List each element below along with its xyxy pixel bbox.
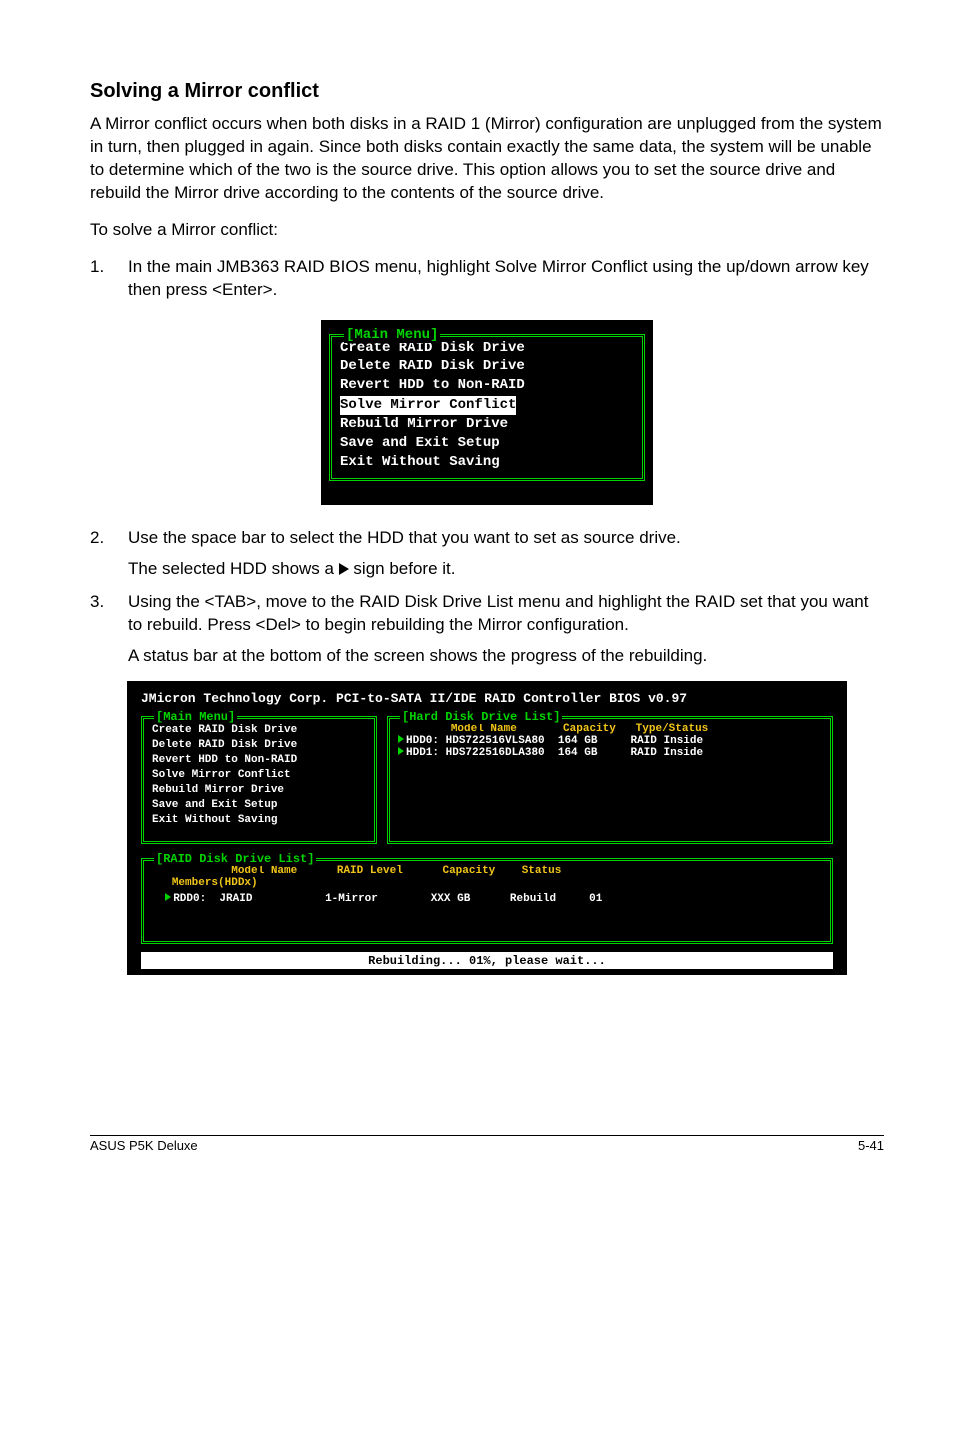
- step-2b-text: The selected HDD shows a sign before it.: [128, 558, 884, 581]
- bios-terminal: JMicron Technology Corp. PCI-to-SATA II/…: [127, 681, 847, 975]
- triangle-icon: [339, 563, 349, 575]
- to-solve-label: To solve a Mirror conflict:: [90, 219, 884, 242]
- step-2: 2. Use the space bar to select the HDD t…: [90, 527, 884, 581]
- menu-item[interactable]: Delete RAID Disk Drive: [340, 357, 634, 376]
- hdd-ts: RAID Inside: [630, 747, 703, 759]
- hdd-row[interactable]: HDD0: HDS722516VLSA80 164 GB RAID Inside: [398, 735, 822, 747]
- step-3: 3. Using the <TAB>, move to the RAID Dis…: [90, 591, 884, 668]
- col-capacity: Capacity: [442, 865, 495, 877]
- raid-level: 1-Mirror: [325, 893, 378, 905]
- menu-item-selected[interactable]: Solve Mirror Conflict: [340, 396, 516, 415]
- bios-main-menu-box: [Main Menu] Create RAID Disk Drive Delet…: [141, 716, 377, 844]
- progress-bar-text: Rebuilding... 01%, please wait...: [141, 952, 833, 969]
- hdd-list-box: [Hard Disk Drive List] Model Name Capaci…: [387, 716, 833, 844]
- menu-item[interactable]: Exit Without Saving: [152, 813, 366, 828]
- hdd-ts: RAID Inside: [630, 735, 703, 747]
- hdd-cap: 164 GB: [558, 735, 598, 747]
- bios-header: JMicron Technology Corp. PCI-to-SATA II/…: [141, 691, 833, 706]
- hdd-model: HDS722516VLSA80: [446, 735, 545, 747]
- hdd-id: HDD0:: [406, 735, 439, 747]
- menu-item[interactable]: Rebuild Mirror Drive: [152, 783, 366, 798]
- step-3a-text: Using the <TAB>, move to the RAID Disk D…: [128, 591, 884, 637]
- main-menu-box: [Main Menu] Create RAID Disk Drive Delet…: [329, 334, 645, 481]
- menu-item[interactable]: Solve Mirror Conflict: [152, 768, 366, 783]
- menu-item[interactable]: Revert HDD to Non-RAID: [340, 376, 634, 395]
- step-number: 3.: [90, 591, 104, 614]
- step-2b-post: sign before it.: [349, 559, 456, 578]
- hdd-list-title: [Hard Disk Drive List]: [400, 710, 562, 724]
- page-footer: ASUS P5K Deluxe 5-41: [90, 1135, 884, 1153]
- col-model-name: Model Name: [451, 723, 517, 735]
- main-menu-terminal: [Main Menu] Create RAID Disk Drive Delet…: [321, 320, 653, 505]
- menu-item[interactable]: Rebuild Mirror Drive: [340, 415, 634, 434]
- raid-list-box: [RAID Disk Drive List] Model Name RAID L…: [141, 858, 833, 944]
- menu-item[interactable]: Create RAID Disk Drive: [152, 723, 366, 738]
- step-number: 2.: [90, 527, 104, 550]
- menu-item[interactable]: Delete RAID Disk Drive: [152, 738, 366, 753]
- raid-id: RDD0:: [173, 893, 206, 905]
- menu-item[interactable]: Save and Exit Setup: [152, 798, 366, 813]
- raid-list-title: [RAID Disk Drive List]: [154, 852, 316, 866]
- step-1-text: In the main JMB363 RAID BIOS menu, highl…: [128, 257, 869, 299]
- triangle-icon: [398, 747, 404, 755]
- hdd-model: HDS722516DLA380: [446, 747, 545, 759]
- main-menu-title: [Main Menu]: [344, 327, 440, 343]
- col-capacity: Capacity: [563, 723, 616, 735]
- footer-left: ASUS P5K Deluxe: [90, 1138, 198, 1153]
- triangle-icon: [398, 735, 404, 743]
- bios-main-menu-title: [Main Menu]: [154, 710, 237, 724]
- col-type-status: Type/Status: [636, 723, 709, 735]
- raid-row[interactable]: RDD0: JRAID 1-Mirror XXX GB Rebuild 01: [152, 893, 822, 905]
- triangle-icon: [165, 893, 171, 901]
- col-raid-level: RAID Level: [337, 865, 403, 877]
- col-model-name: Model Name: [231, 865, 297, 877]
- raid-members: 01: [589, 893, 602, 905]
- col-status: Status: [522, 865, 562, 877]
- members-label: Members(HDDx): [152, 877, 822, 889]
- step-3b-text: A status bar at the bottom of the screen…: [128, 645, 884, 668]
- menu-item[interactable]: Exit Without Saving: [340, 453, 634, 472]
- hdd-header-row: Model Name Capacity Type/Status: [398, 723, 822, 735]
- step-1: 1. In the main JMB363 RAID BIOS menu, hi…: [90, 256, 884, 302]
- step-2a-text: Use the space bar to select the HDD that…: [128, 527, 884, 550]
- hdd-cap: 164 GB: [558, 747, 598, 759]
- step-2b-pre: The selected HDD shows a: [128, 559, 339, 578]
- hdd-row[interactable]: HDD1: HDS722516DLA380 164 GB RAID Inside: [398, 747, 822, 759]
- menu-item[interactable]: Revert HDD to Non-RAID: [152, 753, 366, 768]
- section-heading: Solving a Mirror conflict: [90, 80, 884, 103]
- footer-right: 5-41: [858, 1138, 884, 1153]
- raid-name: JRAID: [219, 893, 252, 905]
- intro-paragraph: A Mirror conflict occurs when both disks…: [90, 113, 884, 205]
- step-number: 1.: [90, 256, 104, 279]
- raid-cap: XXX GB: [431, 893, 471, 905]
- raid-header-row: Model Name RAID Level Capacity Status: [152, 865, 822, 877]
- hdd-id: HDD1:: [406, 747, 439, 759]
- menu-item[interactable]: Save and Exit Setup: [340, 434, 634, 453]
- raid-status: Rebuild: [510, 893, 556, 905]
